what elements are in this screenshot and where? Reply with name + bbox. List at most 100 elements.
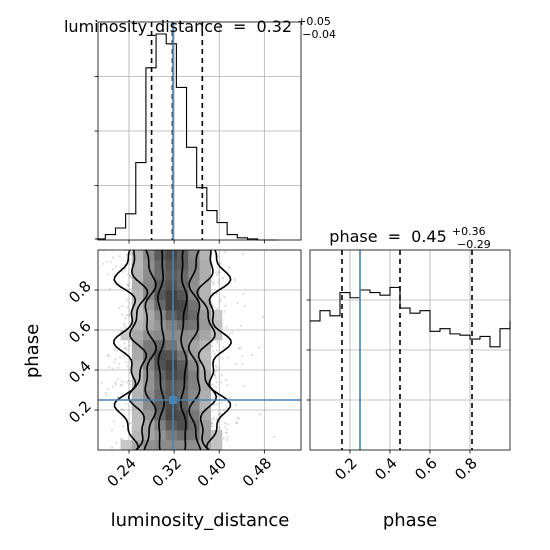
phase-ytick-label-2: 0.6 (65, 317, 95, 347)
density-cell (176, 440, 189, 450)
density-cell (131, 300, 144, 311)
scatter-point (235, 421, 239, 424)
scatter-point (118, 362, 121, 365)
title-eq: = (233, 17, 246, 36)
phase-histogram (310, 286, 511, 348)
density-cell (188, 430, 200, 441)
scatter-point (125, 313, 128, 316)
density-cell (154, 320, 166, 331)
scatter-point (106, 273, 109, 276)
joint-2d-density (98, 250, 301, 450)
density-cell (176, 380, 189, 391)
scatter-point (229, 396, 232, 399)
scatter-point (105, 260, 108, 263)
density-cell (176, 360, 189, 371)
scatter-point (234, 280, 237, 283)
scatter-point (231, 331, 234, 334)
density-cell (131, 430, 144, 441)
luminosity-distance-xtick-label-3: 0.48 (239, 454, 275, 490)
scatter-point (125, 381, 128, 384)
scatter-point (114, 383, 117, 386)
scatter-point (115, 349, 119, 352)
scatter-point (112, 420, 115, 423)
scatter-point (214, 386, 217, 389)
scatter-point (121, 437, 124, 440)
scatter-point (211, 422, 214, 425)
scatter-point (215, 349, 218, 352)
scatter-point (126, 283, 129, 286)
contour-left-2 (127, 250, 149, 450)
scatter-point (123, 342, 126, 345)
density-cell (154, 290, 166, 301)
density-cell (199, 270, 212, 281)
scatter-point (123, 355, 126, 358)
density-cell (165, 310, 178, 321)
density-cell (165, 300, 178, 311)
scatter-point (123, 346, 126, 350)
density-cell (176, 270, 189, 281)
density-cell (199, 410, 212, 421)
density-cell (165, 320, 178, 331)
scatter-point (215, 369, 218, 372)
scatter-point (117, 366, 120, 369)
phase-y-axis-label: phase (22, 324, 43, 378)
scatter-point (217, 269, 220, 272)
density-cell (165, 420, 178, 431)
contour-left-3 (112, 250, 140, 450)
scatter-point (127, 379, 130, 383)
scatter-point (226, 423, 229, 426)
density-cell (199, 400, 212, 411)
scatter-point (213, 373, 216, 376)
title-param: phase (329, 227, 377, 246)
density-cell (131, 360, 144, 371)
density-cell (210, 310, 223, 321)
scatter-point (235, 421, 238, 425)
scatter-point (106, 388, 109, 391)
density-cell (199, 430, 212, 441)
scatter-point (225, 326, 228, 329)
scatter-point (113, 348, 116, 351)
density-cell (131, 420, 144, 431)
phase-hist-step-line (310, 286, 511, 348)
density-cell (188, 280, 200, 291)
density-cell (165, 380, 178, 391)
density-cell (154, 270, 166, 281)
density-cell (199, 250, 212, 261)
scatter-point (129, 276, 132, 279)
scatter-point (213, 370, 216, 373)
scatter-point (240, 355, 244, 358)
density-cell (165, 330, 178, 341)
density-cell (154, 260, 166, 271)
scatter-point (219, 261, 222, 265)
luminosity-distance-title: luminosity_distance = 0.32 +0.05 −0.04 (64, 10, 336, 41)
scatter-point (115, 442, 118, 445)
density-cell (143, 380, 155, 391)
density-cell (154, 420, 166, 431)
phase-x-tick-labels: 0.2 0.4 0.6 0.8 (331, 454, 481, 484)
scatter-point (222, 409, 226, 412)
scatter-point (102, 262, 105, 265)
density-cell (188, 400, 200, 411)
scatter-point (226, 435, 229, 438)
scatter-point (114, 381, 117, 384)
phase-xtick-label-1: 0.4 (371, 454, 401, 484)
scatter-point (113, 361, 116, 364)
density-cell (131, 280, 144, 291)
density-cell (188, 300, 200, 311)
density-cell (199, 330, 212, 341)
density-cell (199, 320, 212, 331)
density-cell (176, 410, 189, 421)
density-cell (154, 350, 166, 361)
density-cell (143, 390, 155, 401)
scatter-point (211, 383, 214, 386)
scatter-point (218, 300, 221, 303)
scatter-point (125, 287, 128, 290)
density-cell (165, 280, 178, 291)
scatter-point (218, 427, 222, 430)
density-cell (165, 430, 178, 441)
scatter-point (215, 403, 218, 406)
luminosity-distance-x-axis-label: luminosity_distance (111, 510, 290, 531)
scatter-point (111, 367, 114, 370)
scatter-point (234, 404, 237, 407)
